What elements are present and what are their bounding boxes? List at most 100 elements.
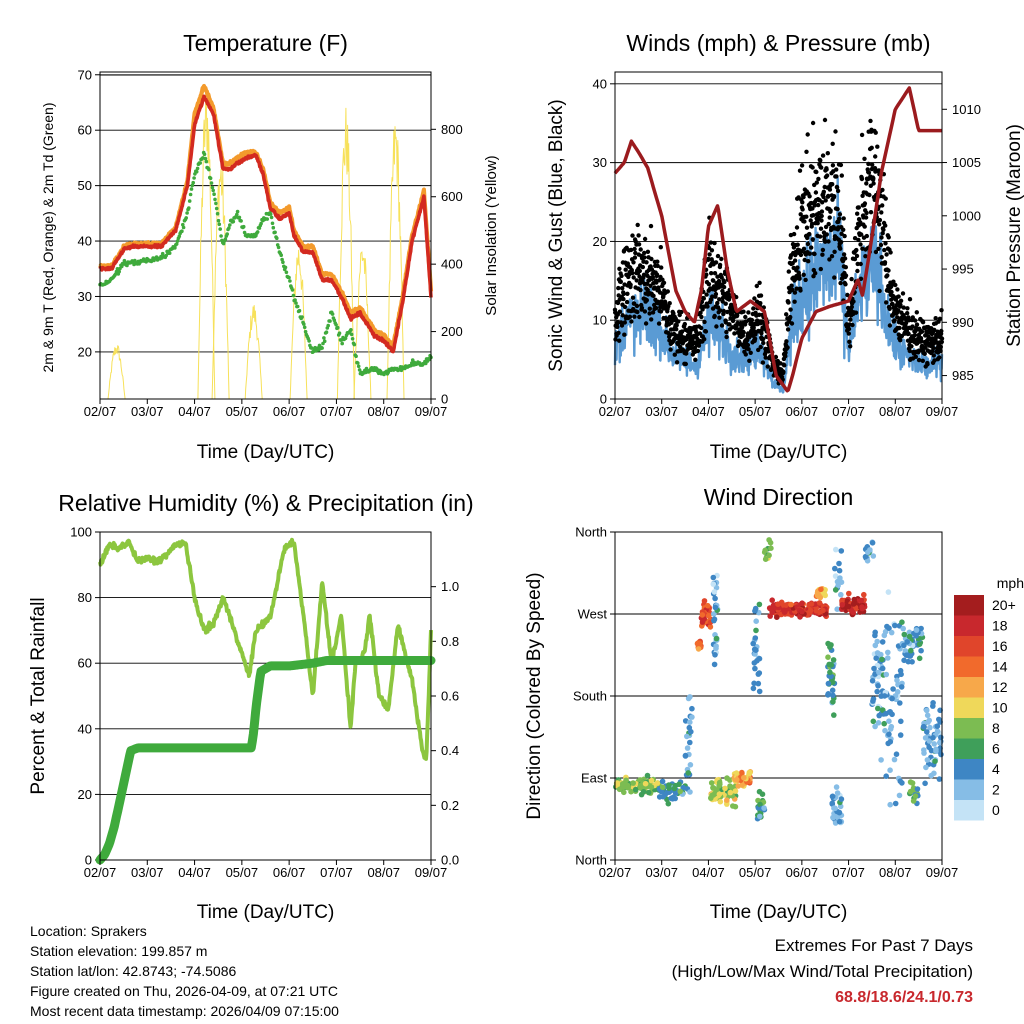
colorbar-swatch — [954, 697, 984, 718]
colorbar-swatch — [954, 677, 984, 698]
gust-point — [839, 276, 845, 281]
dewpoint-point — [352, 342, 357, 347]
direction-point — [750, 685, 757, 692]
direction-point — [746, 769, 753, 776]
direction-point — [833, 784, 840, 790]
dewpoint-point — [191, 180, 195, 185]
direction-point — [775, 601, 781, 607]
gust-point — [818, 158, 823, 163]
direction-point — [822, 592, 828, 599]
dewpoint-point — [343, 336, 348, 341]
station-latlon: Station lat/lon: 42.8743; -74.5086 — [30, 963, 237, 979]
gust-point — [835, 206, 840, 212]
direction-point — [727, 777, 733, 783]
gust-point — [931, 345, 936, 351]
direction-point — [902, 648, 909, 654]
gust-point — [810, 120, 816, 126]
gust-point — [838, 246, 843, 251]
gust-point — [893, 282, 898, 288]
gust-point — [718, 308, 723, 313]
direction-point — [928, 747, 935, 754]
gust-point — [805, 132, 810, 137]
gust-point — [838, 280, 843, 286]
dewpoint-point — [203, 156, 208, 161]
gust-point — [746, 310, 751, 315]
direction-point — [710, 785, 716, 791]
direction-point — [621, 789, 627, 796]
direction-point — [870, 718, 877, 725]
dewpoint-point — [330, 312, 335, 316]
gust-point — [712, 240, 717, 246]
gust-point — [794, 286, 799, 291]
gust-point — [851, 299, 856, 304]
gust-point — [668, 347, 673, 352]
rh-xtick-label: 04/07 — [178, 865, 211, 880]
gust-point — [746, 347, 751, 352]
wind-xtick-label: 03/07 — [645, 404, 678, 419]
dewpoint-point — [349, 332, 354, 337]
direction-point — [818, 586, 824, 593]
extremes-values: 68.8/18.6/24.1/0.73 — [835, 989, 973, 1006]
dewpoint-point — [174, 242, 179, 246]
direction-point — [628, 788, 634, 795]
gust-point — [863, 254, 868, 259]
gust-point — [863, 215, 869, 220]
direction-point — [659, 784, 666, 791]
direction-point — [875, 683, 881, 689]
gust-point — [655, 263, 660, 269]
direction-point — [871, 665, 877, 672]
dewpoint-point — [217, 222, 222, 227]
gust-point — [882, 260, 888, 265]
wind-rtick-label: 1010 — [952, 102, 981, 117]
direction-point — [837, 575, 843, 581]
colorbar-label: 16 — [992, 638, 1008, 654]
direction-point — [829, 687, 836, 694]
gust-point — [923, 345, 928, 350]
gust-point — [819, 213, 824, 219]
gust-point — [898, 298, 904, 303]
wind-title: Winds (mph) & Pressure (mb) — [626, 30, 930, 56]
dewpoint-point — [284, 270, 289, 275]
direction-point — [834, 606, 840, 612]
gust-point — [842, 233, 847, 239]
gust-point — [630, 295, 636, 300]
gust-point — [637, 314, 642, 320]
gust-point — [631, 260, 636, 265]
dewpoint-point — [295, 304, 300, 309]
gust-point — [886, 235, 891, 240]
direction-point — [888, 629, 895, 636]
gust-point — [617, 338, 622, 343]
gust-point — [869, 145, 874, 150]
speed-colorbar: mph 20+ 18 16 14 12 10 8 6 4 2 0 — [954, 575, 1024, 821]
direction-point — [875, 705, 881, 712]
direction-point — [904, 639, 910, 645]
direction-point — [901, 631, 908, 638]
direction-point — [699, 612, 706, 618]
dewpoint-point — [192, 176, 196, 180]
gust-point — [858, 242, 863, 247]
dewpoint-point — [268, 212, 273, 216]
gust-point — [751, 306, 756, 311]
dewpoint-point — [273, 230, 277, 235]
dewpoint-point — [334, 323, 338, 327]
gust-point — [858, 261, 863, 267]
gust-point — [714, 324, 719, 329]
direction-point — [906, 629, 913, 636]
gust-point — [634, 278, 639, 283]
gust-point — [824, 167, 829, 172]
gust-point — [883, 196, 888, 201]
dewpoint-point — [297, 308, 302, 313]
direction-point — [659, 778, 666, 785]
gust-point — [864, 233, 869, 239]
direction-point — [756, 601, 763, 608]
gust-point — [877, 288, 882, 294]
gust-point — [625, 291, 630, 296]
pressure-line — [613, 86, 943, 393]
gust-point — [883, 241, 888, 246]
dewpoint-point — [231, 219, 236, 224]
direction-point — [850, 601, 857, 607]
gust-point — [834, 185, 840, 190]
dewpoint-point — [208, 176, 213, 180]
gust-point — [676, 319, 681, 324]
temp-xtick-label: 03/07 — [131, 404, 164, 419]
